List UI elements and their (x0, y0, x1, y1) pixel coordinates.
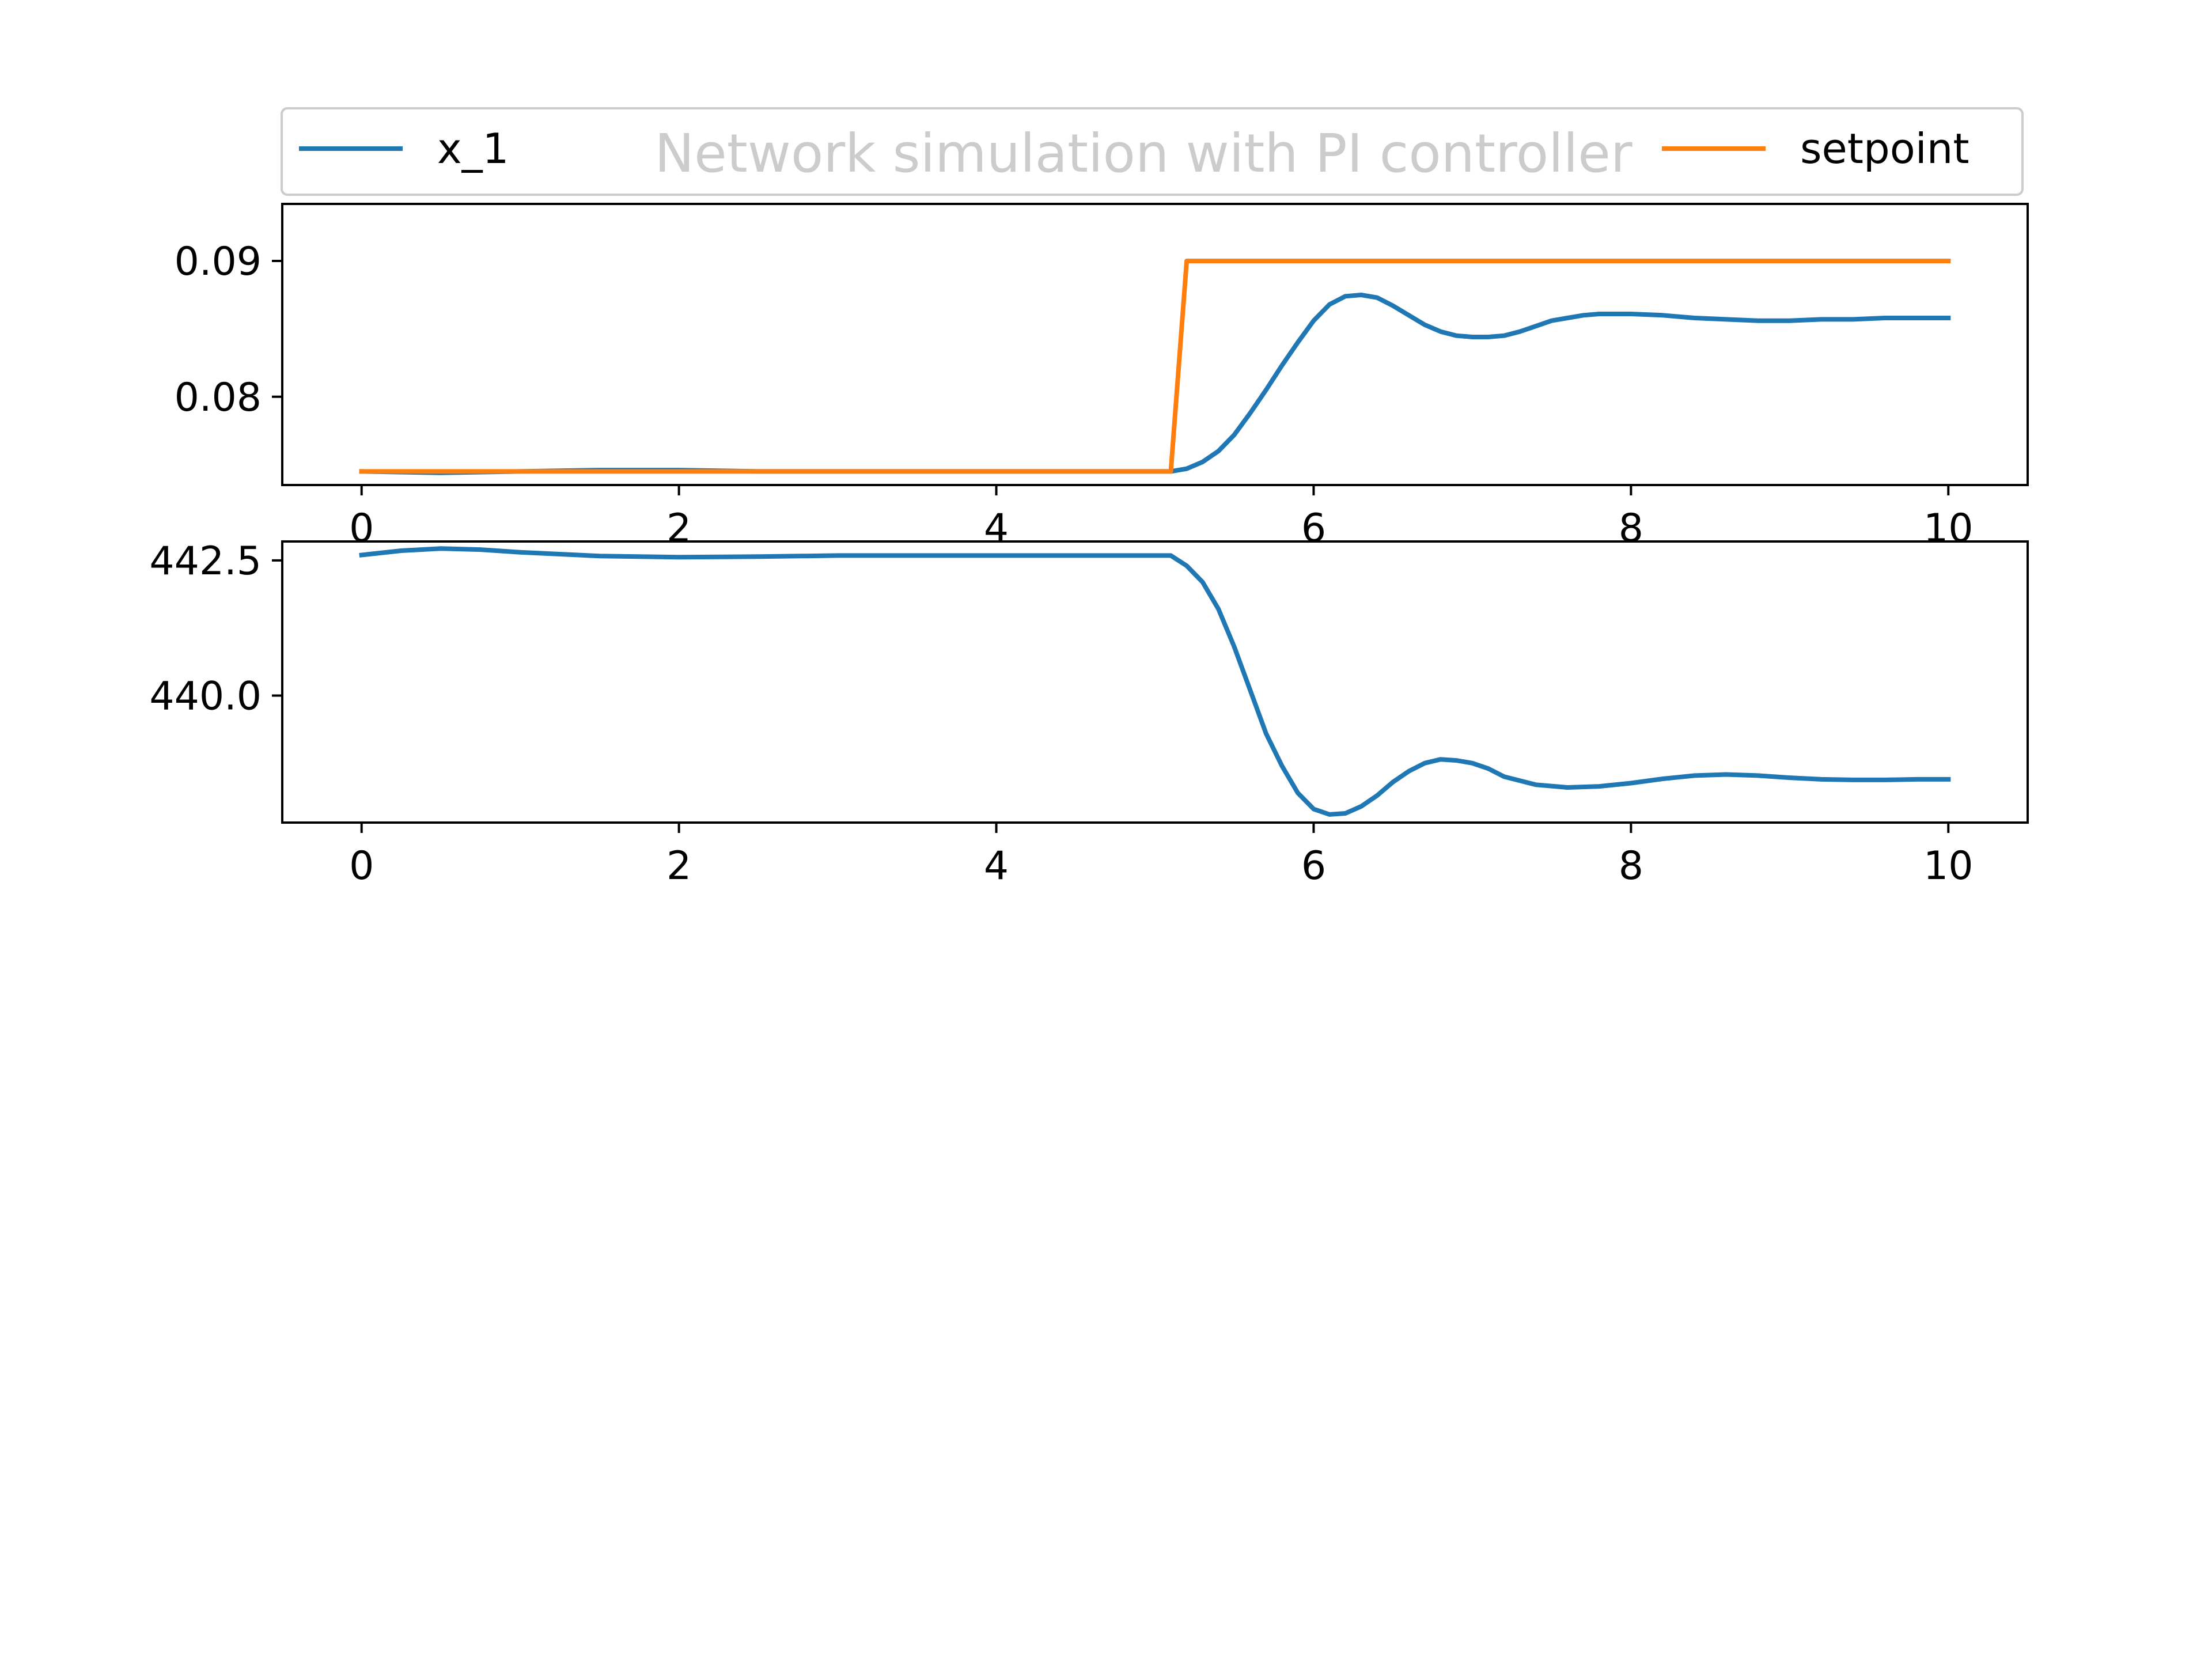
subplot-bottom: 0 2 4 6 8 10 440.0 442.5 (149, 539, 2029, 889)
y-tick-label-top-1: 0.09 (175, 239, 262, 285)
y-ticks-top: 0.08 0.09 (175, 239, 282, 421)
y-ticks-bottom: 440.0 442.5 (149, 539, 282, 719)
x-tick-label-bottom-0: 0 (349, 843, 374, 889)
x-tick-label-bottom-2: 4 (984, 843, 1009, 889)
series-line-top-setpoint (359, 259, 1951, 474)
legend-label-x1: x_1 (437, 124, 509, 173)
x-ticks-bottom: 0 2 4 6 8 10 (349, 823, 1974, 889)
x-tick-label-bottom-5: 10 (1923, 843, 1974, 889)
plot-area-bottom (359, 546, 1951, 817)
legend: x_1 Network simulation with PI controlle… (281, 107, 2024, 196)
axes-frame-top (281, 203, 2029, 486)
legend-label-setpoint: setpoint (1800, 124, 1969, 173)
axes-background-bottom (282, 541, 2028, 823)
x-tick-label-bottom-4: 8 (1619, 843, 1643, 889)
legend-frame (281, 107, 2024, 196)
x-tick-label-bottom-3: 6 (1301, 843, 1326, 889)
y-tick-label-top-0: 0.08 (175, 375, 262, 421)
x-tick-label-bottom-1: 2 (666, 843, 691, 889)
plot-area-top (359, 259, 1951, 475)
chart-title: Network simulation with PI controller (654, 123, 1633, 184)
y-tick-label-bottom-1: 442.5 (149, 539, 262, 584)
y-tick-label-bottom-0: 440.0 (149, 673, 262, 719)
axes-frame-bottom (281, 540, 2029, 824)
series-line-bottom-x-1 (359, 546, 1951, 817)
